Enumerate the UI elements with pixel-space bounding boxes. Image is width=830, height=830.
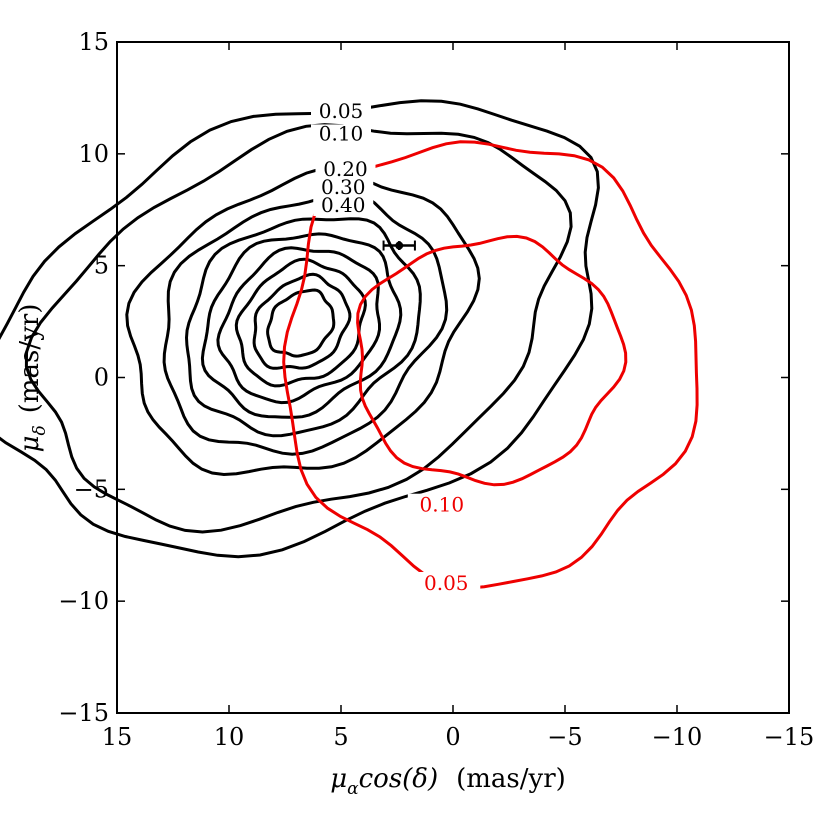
y-tick-label: −15: [58, 699, 109, 727]
data-point-group: [382, 240, 416, 251]
black-contour-label: 0.05: [319, 99, 364, 123]
red-contour-label: 0.10: [420, 493, 465, 517]
red-contour-label: 0.05: [424, 571, 469, 595]
x-axis-label: μαcos(δ) (mas/yr): [330, 764, 566, 799]
contour-label-bg: [311, 124, 371, 145]
black-contour-label: 0.30: [321, 175, 366, 199]
black-contour-line: [216, 246, 381, 405]
contour-label-bg: [313, 178, 374, 199]
black-contour-line: [24, 123, 573, 534]
contour-label-bg: [407, 493, 476, 518]
black-contour-line: [234, 257, 367, 388]
contour-label-bg: [311, 102, 371, 123]
black-contour-line: [252, 272, 352, 370]
y-tick-label: 0: [94, 364, 109, 392]
black-contour-label: 0.20: [323, 157, 368, 181]
black-contour-label: 0.40: [321, 193, 366, 217]
y-tick-label: 15: [78, 28, 109, 56]
black-contour-line: [162, 191, 449, 456]
red-contour-line: [282, 140, 699, 590]
contour-label-bg: [412, 571, 481, 596]
contour-label-bg: [313, 195, 374, 216]
contour-labels: 0.050.100.200.300.400.100.05: [311, 99, 481, 596]
x-tick-label: 10: [214, 723, 245, 751]
black-contour-line: [184, 217, 422, 438]
x-tick-label: 15: [102, 723, 133, 751]
data-point-marker: [395, 241, 404, 250]
y-tick-label: 10: [78, 140, 109, 168]
x-tick-label: 5: [333, 723, 348, 751]
black-contour-line: [125, 166, 481, 477]
black-contour-label: 0.10: [319, 121, 364, 145]
y-tick-label: 5: [94, 252, 109, 280]
y-tick-label: −10: [58, 587, 109, 615]
red-contours: [282, 140, 699, 590]
black-contour-line: [266, 288, 336, 358]
red-contour-line: [356, 234, 628, 487]
black-contour-line: [200, 232, 403, 419]
y-axis-label: μδ(mas/yr): [15, 304, 50, 453]
x-tick-label: −10: [652, 723, 703, 751]
contour-label-bg: [315, 160, 376, 181]
x-tick-label: 0: [445, 723, 460, 751]
y-tick-label: −5: [74, 475, 109, 503]
black-contour-line: [0, 99, 600, 559]
x-tick-label: −15: [764, 723, 815, 751]
x-tick-label: −5: [547, 723, 582, 751]
